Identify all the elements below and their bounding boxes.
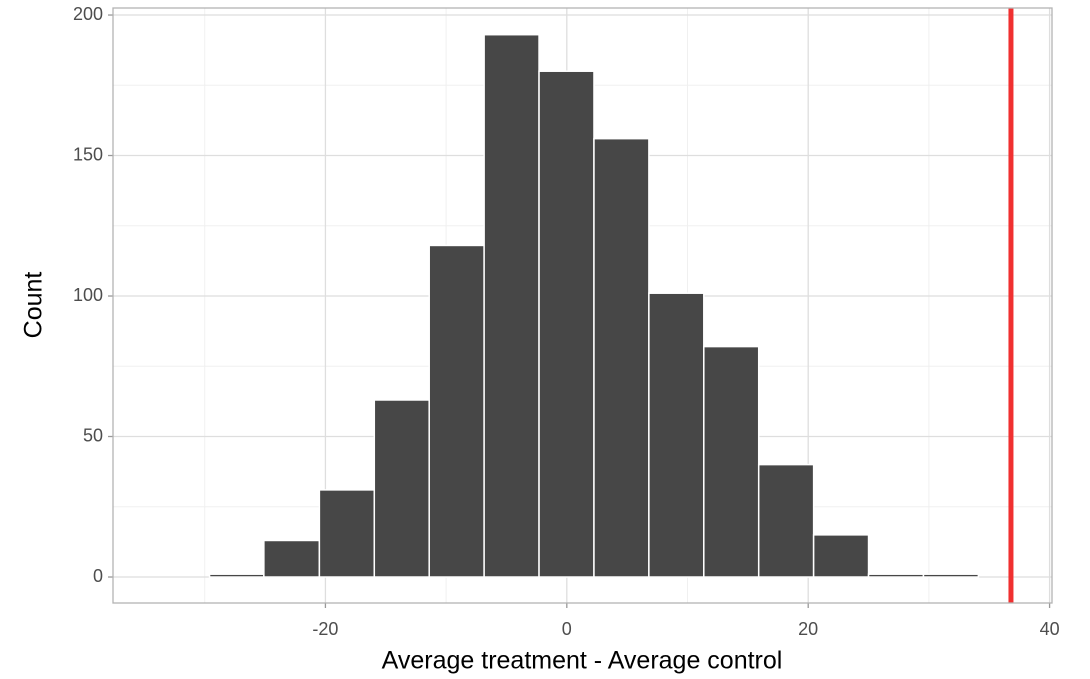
bar [757, 463, 815, 578]
bar [703, 345, 760, 578]
panel-border [112, 7, 1053, 604]
y-axis-title: Count [20, 272, 48, 339]
bar [318, 489, 376, 578]
y-tick-label: 0 [93, 566, 103, 586]
bar [208, 573, 265, 578]
x-axis-title: Average treatment - Average control [382, 647, 783, 675]
x-tick-label: -20 [312, 619, 338, 639]
bar [373, 399, 430, 578]
bar [428, 244, 485, 578]
bar [538, 70, 595, 578]
bar [867, 573, 925, 578]
y-tick-label: 150 [73, 144, 103, 164]
y-tick-label: 50 [83, 425, 103, 445]
y-tick-label: 100 [73, 285, 103, 305]
bar [812, 534, 870, 578]
x-tick-label: 20 [798, 619, 818, 639]
bar [263, 539, 321, 578]
bar [483, 33, 540, 578]
bar [648, 292, 705, 578]
x-tick-label: 0 [562, 619, 572, 639]
bar [922, 573, 980, 578]
bar [593, 137, 650, 578]
y-tick-label: 200 [73, 4, 103, 24]
x-tick-label: 40 [1040, 619, 1060, 639]
